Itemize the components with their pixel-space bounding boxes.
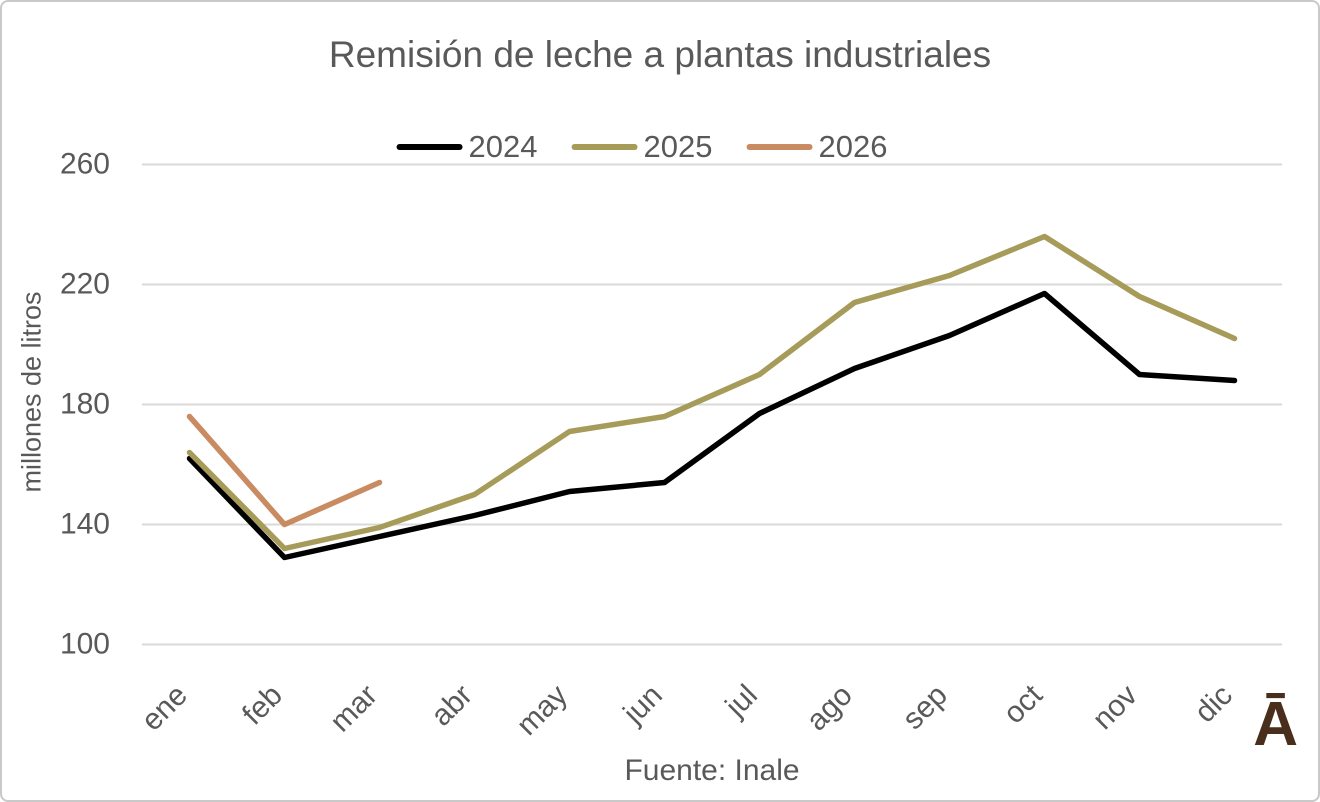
legend-item-2025: 2025 [571,129,713,164]
legend-item-2024: 2024 [396,129,538,164]
legend-line-sample-2025 [571,143,638,150]
y-tick-100: 100 [59,626,110,660]
y-tick-180: 180 [59,386,110,420]
legend-item-2026: 2026 [746,131,887,162]
y-tick-260: 260 [59,146,110,180]
legend-label-2024: 2024 [468,129,538,164]
legend-label-2025: 2025 [643,129,713,164]
y-tick-140: 140 [59,506,110,540]
legend-label-2026: 2026 [818,129,888,164]
legend: 2024 2025 2026 [396,129,887,164]
chart-title: Remisión de leche a plantas industriales [328,34,992,75]
y-tick-220: 220 [59,266,110,300]
legend-line-sample-2024 [396,143,463,150]
source-note: Fuente: Inale [624,754,800,787]
legend-line-sample-2026 [746,143,813,150]
brand-logo: Ā [1253,690,1298,759]
